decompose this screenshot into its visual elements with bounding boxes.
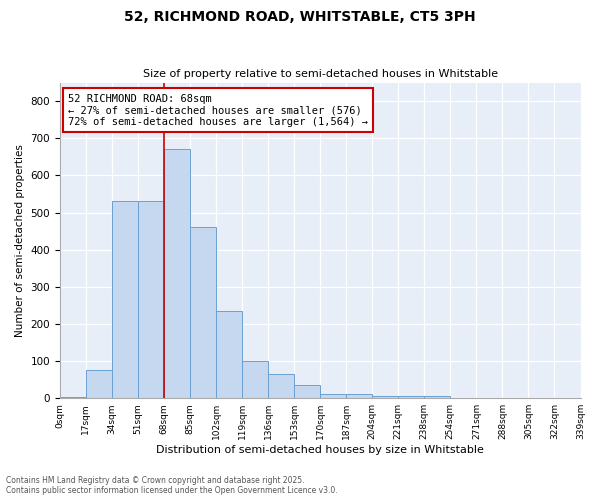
Bar [138, 202, 164, 398]
Bar [242, 361, 268, 398]
Bar [372, 396, 398, 398]
Bar [190, 228, 216, 398]
Text: Contains HM Land Registry data © Crown copyright and database right 2025.
Contai: Contains HM Land Registry data © Crown c… [6, 476, 338, 495]
Title: Size of property relative to semi-detached houses in Whitstable: Size of property relative to semi-detach… [143, 69, 498, 79]
X-axis label: Distribution of semi-detached houses by size in Whitstable: Distribution of semi-detached houses by … [156, 445, 484, 455]
Text: 52, RICHMOND ROAD, WHITSTABLE, CT5 3PH: 52, RICHMOND ROAD, WHITSTABLE, CT5 3PH [124, 10, 476, 24]
Bar [294, 385, 320, 398]
Bar [424, 396, 451, 398]
Bar [60, 397, 86, 398]
Bar [346, 394, 372, 398]
Y-axis label: Number of semi-detached properties: Number of semi-detached properties [15, 144, 25, 337]
Bar [320, 394, 346, 398]
Bar [398, 396, 424, 398]
Bar [268, 374, 294, 398]
Text: 52 RICHMOND ROAD: 68sqm
← 27% of semi-detached houses are smaller (576)
72% of s: 52 RICHMOND ROAD: 68sqm ← 27% of semi-de… [68, 94, 368, 127]
Bar [216, 311, 242, 398]
Bar [86, 370, 112, 398]
Bar [164, 150, 190, 398]
Bar [112, 202, 138, 398]
